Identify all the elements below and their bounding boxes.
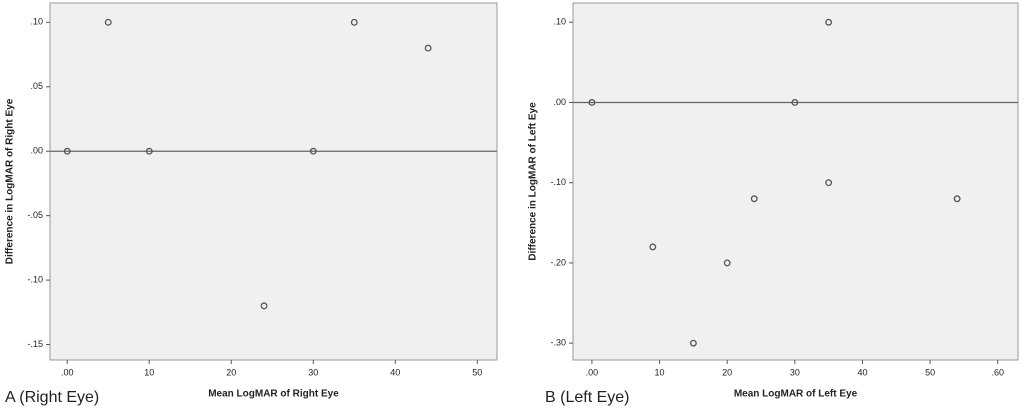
point (350, 18, 358, 26)
y-axis-title: Difference in LogMAR of Left Eye (528, 102, 539, 261)
plot-area (572, 2, 1019, 361)
y-tick-label: -.30 (550, 338, 566, 348)
point (689, 339, 697, 347)
x-tick-label: 20 (722, 367, 732, 377)
point (649, 243, 657, 251)
x-tick-label: 10 (144, 367, 154, 377)
panel-caption: B (Left Eye) (545, 389, 629, 406)
x-tick-label: .60 (991, 367, 1004, 377)
y-tick-label: -.10 (27, 274, 43, 284)
y-tick-label: -.20 (550, 257, 566, 267)
y-tick-label: .10 (30, 17, 43, 27)
y-tick-label: .00 (553, 97, 566, 107)
y-tick-label: -.15 (27, 339, 43, 349)
plot-area (49, 2, 498, 361)
point (104, 18, 112, 26)
panel-caption: A (Right Eye) (5, 389, 99, 406)
x-axis-title: Mean LogMAR of Right Eye (208, 389, 339, 400)
point (309, 147, 317, 155)
x-tick-label: 40 (390, 367, 400, 377)
point (588, 99, 596, 106)
x-tick-label: 20 (226, 367, 236, 377)
x-tick-label: 30 (790, 367, 800, 377)
point (723, 259, 731, 267)
x-tick-label: 50 (472, 367, 482, 377)
point (791, 99, 799, 106)
y-tick-label: .10 (553, 17, 566, 27)
x-tick-label: .00 (61, 367, 74, 377)
x-tick-label: 10 (655, 367, 665, 377)
point (825, 179, 833, 187)
point (145, 147, 153, 155)
y-tick-label: .05 (30, 81, 43, 91)
point (825, 18, 833, 26)
point (260, 302, 268, 310)
point (953, 195, 961, 203)
x-tick-label: 30 (308, 367, 318, 377)
y-axis-title: Difference in LogMAR of Right Eye (5, 98, 16, 264)
x-tick-label: 40 (857, 367, 867, 377)
y-tick-label: -.05 (27, 210, 43, 220)
y-tick-label: .00 (30, 146, 43, 156)
point (424, 44, 432, 52)
x-tick-label: .00 (586, 367, 599, 377)
point (63, 147, 71, 155)
y-tick-label: -.10 (550, 177, 566, 187)
x-tick-label: 50 (925, 367, 935, 377)
x-axis-title: Mean LogMAR of Left Eye (734, 389, 858, 400)
point (750, 195, 758, 203)
